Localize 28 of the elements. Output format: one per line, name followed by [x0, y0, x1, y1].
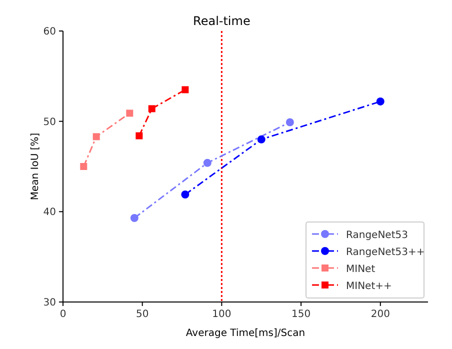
y-tick-label: 40 [43, 207, 56, 218]
ref-line-label: Real-time [193, 14, 250, 28]
legend-label: RangeNet53++ [346, 247, 425, 258]
point [182, 86, 189, 94]
x-tick-label: 50 [136, 309, 149, 320]
point [257, 135, 266, 144]
y-tick-label: 60 [43, 26, 56, 38]
legend-label: RangeNet53 [346, 230, 408, 241]
point [376, 97, 384, 106]
point [148, 105, 156, 112]
legend-label: MINet++ [346, 281, 392, 292]
point [136, 132, 143, 140]
x-tick-label: 100 [212, 309, 232, 320]
point [80, 163, 88, 170]
point [92, 133, 100, 140]
point [181, 190, 190, 199]
x-tick-label: 0 [60, 309, 66, 320]
x-axis-title: Average Time[ms]/Scan [186, 328, 306, 339]
y-tick-label: 50 [43, 116, 56, 128]
point [126, 110, 134, 117]
point [203, 158, 212, 167]
y-axis-title: Mean IoU [%] [30, 132, 41, 200]
point [286, 118, 294, 126]
x-tick-label: 150 [291, 309, 311, 320]
y-tick-label: 30 [43, 298, 56, 308]
point [130, 214, 138, 222]
legend-label: MINet [346, 264, 376, 275]
x-tick-label: 200 [370, 309, 390, 320]
